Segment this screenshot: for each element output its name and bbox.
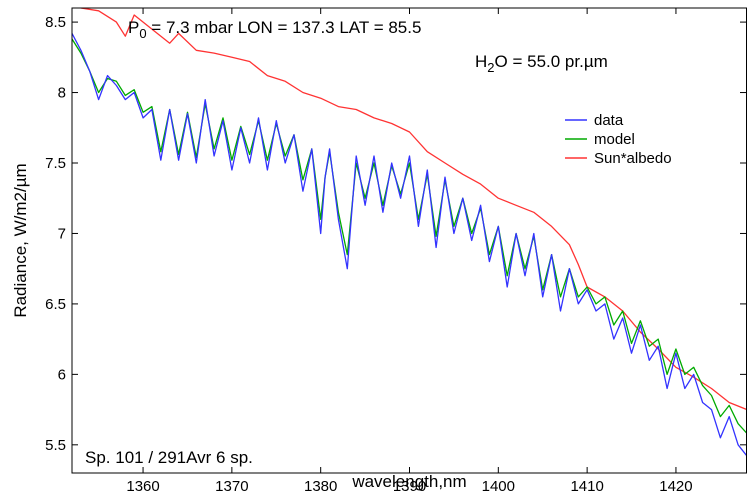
series-line-sun-albedo	[80, 8, 747, 411]
plot-frame	[71, 7, 747, 474]
h2o-text: O = 55.0 pr.µm	[495, 52, 608, 71]
x-axis-label: wavelength,nm	[351, 472, 466, 491]
legend-label-model: model	[594, 131, 635, 148]
x-tick-label: 1420	[659, 478, 692, 491]
y-tick-label: 5.5	[45, 437, 66, 454]
series-layer	[72, 8, 747, 457]
legend-label-sun-albedo: Sun*albedo	[594, 150, 672, 167]
p0-symbol: P	[128, 18, 139, 37]
y-tick-label: 7.5	[45, 155, 66, 172]
y-tick-label: 6.5	[45, 296, 66, 313]
y-tick-label: 7	[58, 225, 66, 242]
y-tick-label: 8	[58, 85, 66, 102]
y-axis-label: Radiance, W/m2/µm	[11, 163, 30, 317]
series-line-data	[72, 33, 747, 457]
p0-text: = 7.3 mbar LON = 137.3 LAT = 85.5	[147, 18, 422, 37]
h2o-subscript: 2	[487, 60, 494, 75]
legend: data model Sun*albedo	[565, 112, 672, 167]
x-tick-label: 1370	[215, 478, 248, 491]
x-tick-label: 1410	[570, 478, 603, 491]
legend-label-data: data	[594, 112, 624, 129]
x-tick-label: 1390	[393, 478, 426, 491]
x-tick-label: 1400	[482, 478, 515, 491]
y-tick-label: 8.5	[45, 14, 66, 31]
p0-annotation: P0 = 7.3 mbar LON = 137.3 LAT = 85.5	[128, 18, 421, 41]
series-line-model	[72, 38, 747, 434]
h2o-symbol: H	[475, 52, 487, 71]
ticks-layer: 1360 1370 1380 1390 1400 1410 1420 5.5 6 6.5 7 7.5 8…	[45, 8, 746, 491]
spectrum-note: Sp. 101 / 291Avr 6 sp.	[85, 448, 253, 467]
p0-subscript: 0	[139, 26, 146, 41]
h2o-annotation: H2O = 55.0 pr.µm	[475, 52, 608, 75]
y-tick-label: 6	[58, 366, 66, 383]
x-tick-label: 1380	[304, 478, 337, 491]
x-tick-label: 1360	[126, 478, 159, 491]
